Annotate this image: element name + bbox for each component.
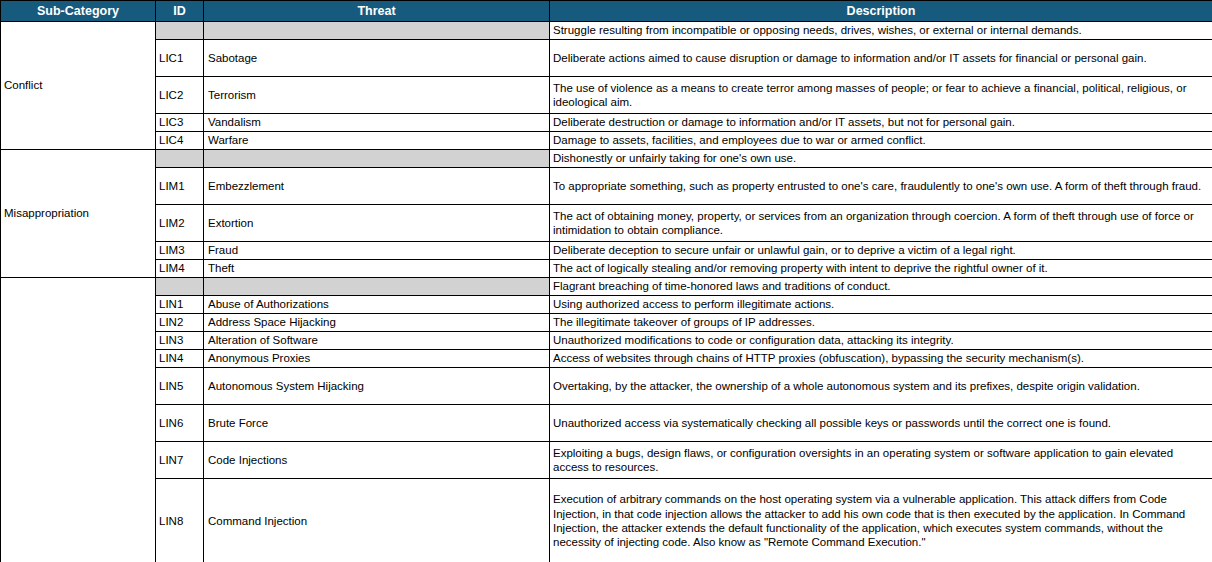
threat-table: Sub-Category ID Threat Description Confl… [0, 0, 1212, 562]
cell-threat[interactable]: Terrorism [204, 77, 550, 114]
cell-id[interactable]: LIC2 [156, 77, 204, 114]
cell-threat[interactable]: Vandalism [204, 114, 550, 132]
cell-id[interactable]: LIC1 [156, 40, 204, 77]
column-header-id[interactable]: ID [156, 1, 204, 22]
cell-id[interactable]: LIM1 [156, 168, 204, 205]
cell-threat[interactable]: Sabotage [204, 40, 550, 77]
cell-description[interactable]: The illegitimate takeover of groups of I… [550, 314, 1212, 332]
cell-id[interactable]: LIN3 [156, 332, 204, 350]
table-row: LIM3 Fraud Deliberate deception to secur… [1, 242, 1212, 260]
table-row: LIM2 Extortion The act of obtaining mone… [1, 205, 1212, 242]
column-header-sub-category[interactable]: Sub-Category [1, 1, 156, 22]
table-row: LIN8 Command Injection Execution of arbi… [1, 479, 1212, 562]
table-row: LIN3 Alteration of Software Unauthorized… [1, 332, 1212, 350]
table-row: LIN1 Abuse of Authorizations Using autho… [1, 296, 1212, 314]
cell-threat[interactable]: Warfare [204, 132, 550, 150]
cell-sub-category[interactable] [1, 278, 156, 562]
cell-description[interactable]: The use of violence as a means to create… [550, 77, 1212, 114]
cell-description[interactable]: Unauthorized access via systematically c… [550, 405, 1212, 442]
cell-sub-category[interactable]: Misappropriation [1, 150, 156, 278]
table-row: LIC4 Warfare Damage to assets, facilitie… [1, 132, 1212, 150]
cell-description[interactable]: Deliberate destruction or damage to info… [550, 114, 1212, 132]
table-row: LIN5 Autonomous System Hijacking Overtak… [1, 368, 1212, 405]
table-row: LIC1 Sabotage Deliberate actions aimed t… [1, 40, 1212, 77]
table-row: LIN2 Address Space Hijacking The illegit… [1, 314, 1212, 332]
cell-threat[interactable]: Theft [204, 260, 550, 278]
cell-threat[interactable]: Address Space Hijacking [204, 314, 550, 332]
cell-id[interactable]: LIN4 [156, 350, 204, 368]
cell-threat[interactable]: Command Injection [204, 479, 550, 562]
cell-threat-blank[interactable] [204, 22, 550, 40]
table-row: LIN4 Anonymous Proxies Access of website… [1, 350, 1212, 368]
cell-threat[interactable]: Fraud [204, 242, 550, 260]
cell-description[interactable]: Deliberate deception to secure unfair or… [550, 242, 1212, 260]
group-summary-row: Flagrant breaching of time-honored laws … [1, 278, 1212, 296]
cell-threat[interactable]: Abuse of Authorizations [204, 296, 550, 314]
cell-id[interactable]: LIN8 [156, 479, 204, 562]
cell-threat-blank[interactable] [204, 150, 550, 168]
cell-threat[interactable]: Code Injections [204, 442, 550, 479]
cell-summary-description[interactable]: Struggle resulting from incompatible or … [550, 22, 1212, 40]
table-row: LIC3 Vandalism Deliberate destruction or… [1, 114, 1212, 132]
cell-description[interactable]: The act of obtaining money, property, or… [550, 205, 1212, 242]
cell-id[interactable]: LIN1 [156, 296, 204, 314]
cell-description[interactable]: Access of websites through chains of HTT… [550, 350, 1212, 368]
cell-description[interactable]: To appropriate something, such as proper… [550, 168, 1212, 205]
cell-threat[interactable]: Autonomous System Hijacking [204, 368, 550, 405]
cell-threat[interactable]: Embezzlement [204, 168, 550, 205]
group-summary-row: Conflict Struggle resulting from incompa… [1, 22, 1212, 40]
column-header-threat[interactable]: Threat [204, 1, 550, 22]
cell-summary-description[interactable]: Dishonestly or unfairly taking for one's… [550, 150, 1212, 168]
column-header-description[interactable]: Description [550, 1, 1212, 22]
threat-table-sheet: Sub-Category ID Threat Description Confl… [0, 0, 1212, 562]
cell-threat-blank[interactable] [204, 278, 550, 296]
cell-id[interactable]: LIC3 [156, 114, 204, 132]
cell-threat[interactable]: Brute Force [204, 405, 550, 442]
cell-id-blank[interactable] [156, 22, 204, 40]
table-row: LIN7 Code Injections Exploiting a bugs, … [1, 442, 1212, 479]
cell-id[interactable]: LIN2 [156, 314, 204, 332]
table-row: LIC2 Terrorism The use of violence as a … [1, 77, 1212, 114]
table-row: LIM1 Embezzlement To appropriate somethi… [1, 168, 1212, 205]
cell-description[interactable]: The act of logically stealing and/or rem… [550, 260, 1212, 278]
cell-threat[interactable]: Alteration of Software [204, 332, 550, 350]
cell-description[interactable]: Damage to assets, facilities, and employ… [550, 132, 1212, 150]
cell-id[interactable]: LIM4 [156, 260, 204, 278]
cell-description[interactable]: Exploiting a bugs, design flaws, or conf… [550, 442, 1212, 479]
cell-summary-description[interactable]: Flagrant breaching of time-honored laws … [550, 278, 1212, 296]
cell-description[interactable]: Using authorized access to perform illeg… [550, 296, 1212, 314]
cell-id[interactable]: LIN6 [156, 405, 204, 442]
cell-description[interactable]: Overtaking, by the attacker, the ownersh… [550, 368, 1212, 405]
cell-id[interactable]: LIC4 [156, 132, 204, 150]
table-row: LIM4 Theft The act of logically stealing… [1, 260, 1212, 278]
group-summary-row: Misappropriation Dishonestly or unfairly… [1, 150, 1212, 168]
cell-sub-category[interactable]: Conflict [1, 22, 156, 150]
cell-id-blank[interactable] [156, 278, 204, 296]
cell-threat[interactable]: Anonymous Proxies [204, 350, 550, 368]
cell-id-blank[interactable] [156, 150, 204, 168]
cell-id[interactable]: LIN5 [156, 368, 204, 405]
cell-id[interactable]: LIN7 [156, 442, 204, 479]
cell-threat[interactable]: Extortion [204, 205, 550, 242]
cell-id[interactable]: LIM2 [156, 205, 204, 242]
table-row: LIN6 Brute Force Unauthorized access via… [1, 405, 1212, 442]
cell-description[interactable]: Unauthorized modifications to code or co… [550, 332, 1212, 350]
cell-description[interactable]: Execution of arbitrary commands on the h… [550, 479, 1212, 562]
header-row: Sub-Category ID Threat Description [1, 1, 1212, 22]
cell-description[interactable]: Deliberate actions aimed to cause disrup… [550, 40, 1212, 77]
cell-id[interactable]: LIM3 [156, 242, 204, 260]
